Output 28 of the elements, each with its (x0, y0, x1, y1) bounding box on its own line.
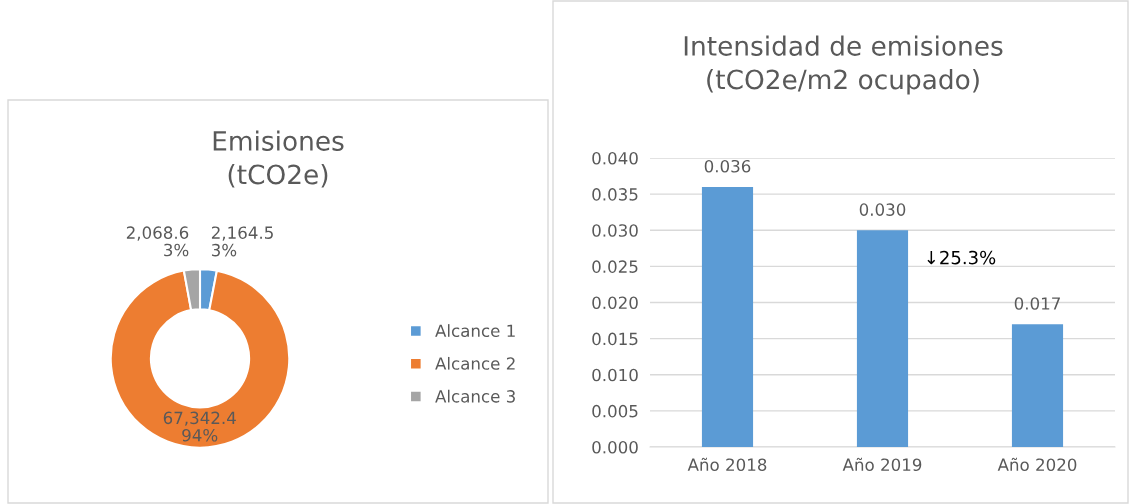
data-label: 67,342.4 94% (163, 411, 236, 442)
data-label: 2,068.6 3% (126, 226, 189, 257)
data-label: 0.030 (859, 203, 906, 216)
y-tick-label: 0.025 (592, 260, 638, 273)
legend-label: Alcance 3 (435, 389, 515, 403)
data-label: 0.036 (704, 159, 751, 173)
chart-title: Emisiones (tCO2e) (213, 130, 344, 188)
donut-slice (109, 269, 291, 449)
y-tick-label: 0.040 (592, 151, 638, 165)
y-tick-label: 0.015 (592, 332, 638, 346)
x-tick-label: Año 2019 (842, 457, 922, 472)
legend-label: Alcance 2 (435, 356, 515, 370)
x-tick-label: Año 2018 (687, 457, 767, 472)
bar (1011, 324, 1064, 447)
bar (856, 230, 909, 447)
bar (701, 186, 754, 447)
annotation: ↓25.3% (927, 250, 996, 265)
y-tick-label: 0.035 (592, 188, 638, 201)
y-tick-label: 0.020 (592, 296, 638, 310)
legend-label: Alcance 1 (435, 324, 515, 338)
y-tick-label: 0.030 (592, 224, 638, 237)
data-label: 0.017 (1014, 297, 1060, 310)
x-tick-label: Año 2020 (997, 457, 1077, 472)
y-tick-label: 0.000 (592, 440, 638, 454)
y-tick-label: 0.005 (592, 404, 638, 418)
y-tick-label: 0.010 (592, 368, 638, 382)
data-label: 2,164.5 3% (211, 226, 273, 257)
chart-title: Intensidad de emisiones (tCO2e/m2 ocupado) (684, 35, 1003, 95)
